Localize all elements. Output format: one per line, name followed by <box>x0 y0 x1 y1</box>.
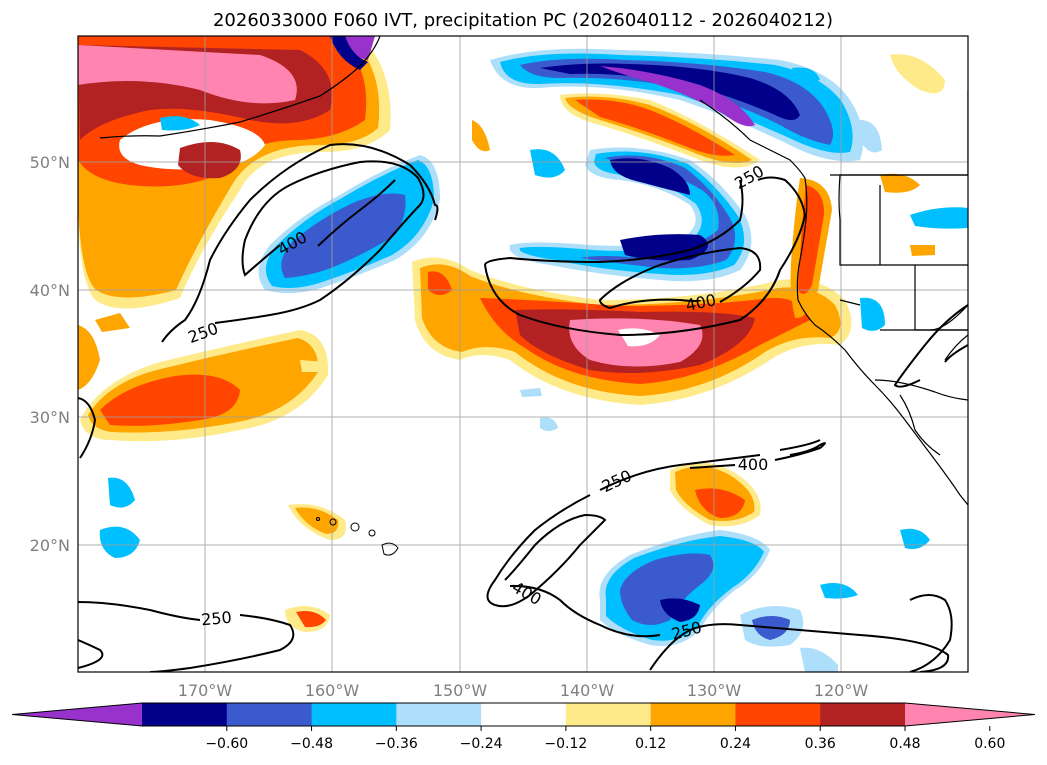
colorbar-tick-label: −0.24 <box>460 736 503 752</box>
lat-label: 40°N <box>30 281 70 300</box>
ivt-contours <box>78 143 968 672</box>
lon-label: 120°W <box>814 681 869 700</box>
colorbar-tick-label: −0.36 <box>375 736 418 752</box>
colorbar-segment <box>311 703 397 726</box>
contour-label: 250 <box>200 608 232 630</box>
lon-label: 130°W <box>687 681 742 700</box>
lon-label: 170°W <box>178 681 233 700</box>
colorbar-segment <box>820 703 906 726</box>
lat-label: 20°N <box>30 536 70 555</box>
colorbar-segment <box>142 703 228 726</box>
colorbar-tick-label: 0.36 <box>805 736 836 752</box>
lon-labels: 170°W 160°W 150°W 140°W 130°W 120°W <box>178 681 869 700</box>
colorbar-tick-label: 0.60 <box>974 736 1005 752</box>
colorbar-tick-label: −0.12 <box>544 736 587 752</box>
lat-label: 30°N <box>30 408 70 427</box>
lon-label: 160°W <box>305 681 360 700</box>
lon-label: 140°W <box>560 681 615 700</box>
colorbar-ticks: −0.60 −0.48 −0.36 −0.24 −0.12 0.12 0.24 0.36 0.4… <box>205 726 1005 752</box>
colorbar-segment <box>481 703 567 726</box>
colorbar <box>11 702 1036 727</box>
contour-label: 400 <box>738 455 769 474</box>
map-frame <box>77 35 969 673</box>
coastlines <box>99 36 968 506</box>
hawaii-islands <box>316 517 399 556</box>
map-panel: 250 250 250 250 250 400 400 400 400 <box>77 35 969 673</box>
colorbar-tick-label: −0.60 <box>205 736 248 752</box>
gridlines <box>78 36 968 672</box>
colorbar-tick-label: 0.24 <box>720 736 751 752</box>
colorbar-tick-label: 0.12 <box>635 736 666 752</box>
colorbar-segment <box>565 703 652 726</box>
colorbar-tick-label: 0.48 <box>889 736 920 752</box>
lon-label: 150°W <box>433 681 488 700</box>
colorbar-extend-high <box>905 703 1035 726</box>
colorbar-tick-label: −0.48 <box>290 736 333 752</box>
figure-title: 2026033000 F060 IVT, precipitation PC (2… <box>213 10 833 31</box>
lat-labels: 50°N 40°N 30°N 20°N <box>30 153 70 555</box>
colorbar-segment <box>735 703 821 726</box>
colorbar-segment <box>650 703 736 726</box>
colorbar-segment <box>396 703 482 726</box>
colorbar-extend-low <box>12 703 142 726</box>
colorbar-segment <box>226 703 313 726</box>
colorbar-outline <box>11 702 1036 727</box>
lat-label: 50°N <box>30 153 70 172</box>
